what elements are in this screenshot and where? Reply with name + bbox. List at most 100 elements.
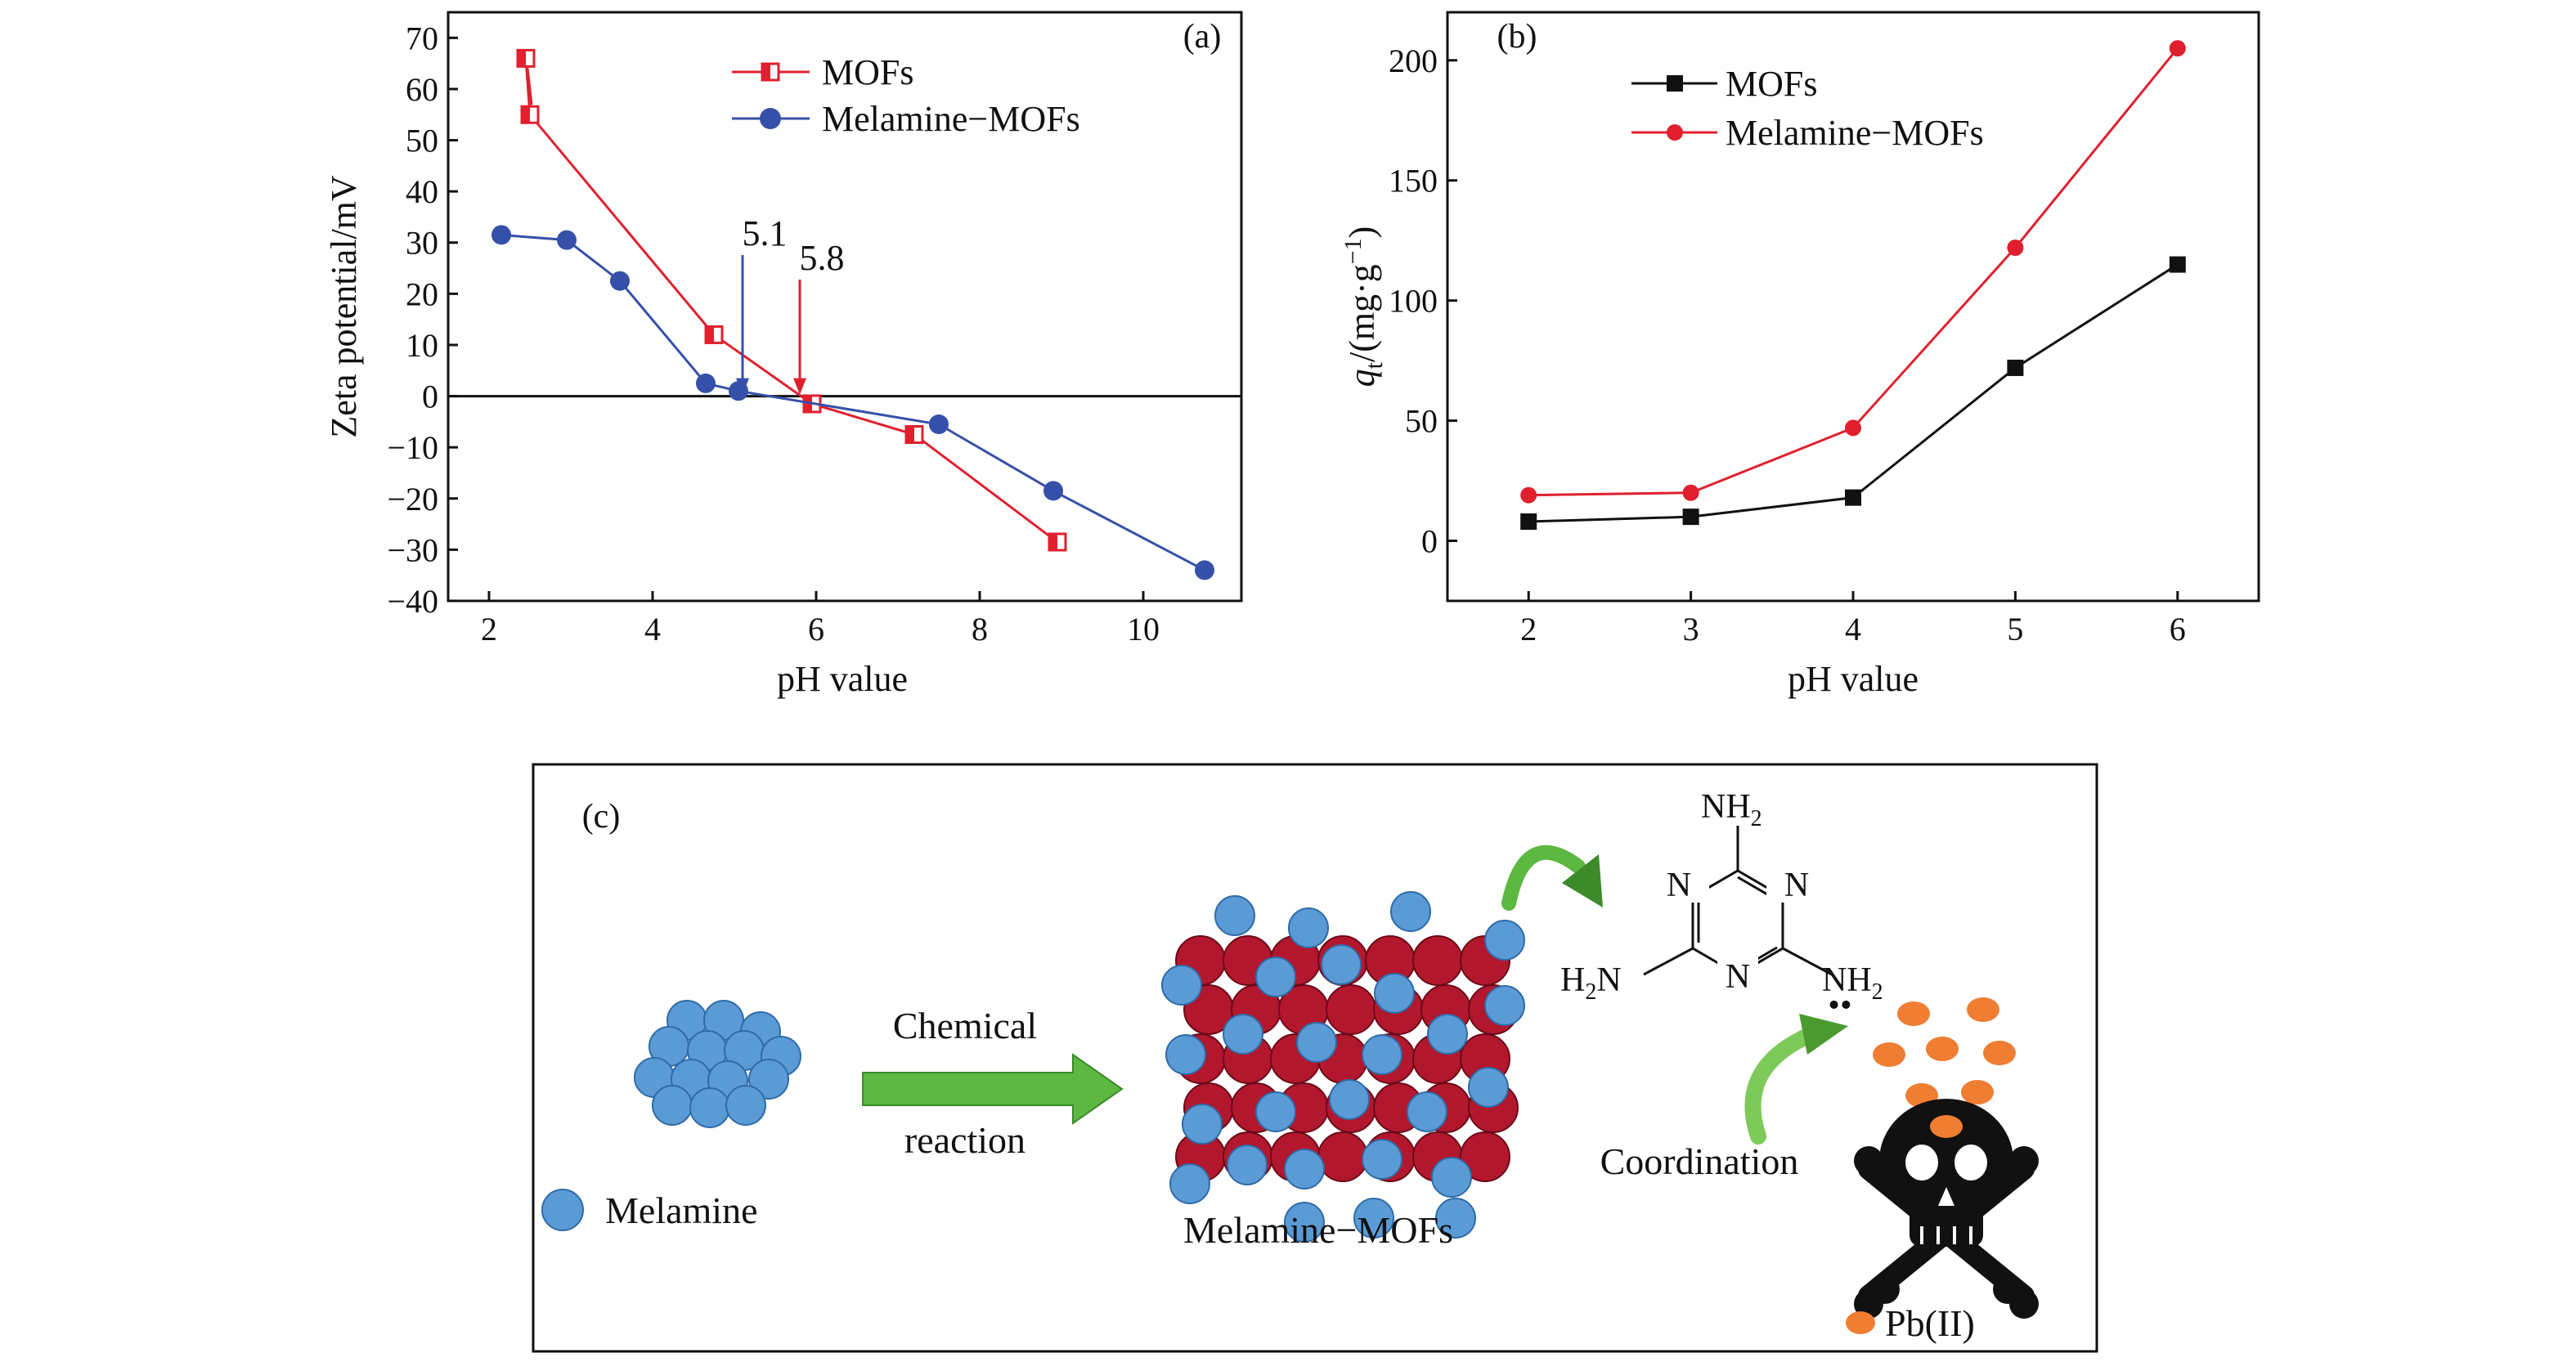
annotation-5-1: 5.1 (743, 213, 788, 253)
curved-arrow-top-head (1562, 854, 1603, 907)
pb-ion-2 (1873, 1042, 1905, 1067)
b-series-1-point-0 (1520, 486, 1537, 504)
bond-right-nh2 (1782, 947, 1833, 976)
b-series-1-point-1 (1682, 484, 1699, 501)
annotation-5-8: 5.8 (800, 238, 845, 278)
panel-b-legend-melamine-mofs: Melamine−MOFs (1726, 113, 1984, 153)
legend-melamine-mofs-marker (760, 108, 781, 129)
panel-b-y-ticks: 200 150 100 50 0 (1389, 43, 1457, 560)
coordination-arrow (1744, 1022, 1830, 1145)
mof-blue-sphere-14 (1182, 1104, 1223, 1145)
h2n-n: N (1596, 961, 1621, 999)
nh2-right-nh: NH (1822, 961, 1872, 999)
y-title-close: ) (1342, 226, 1382, 239)
melamine-legend-dot (541, 1189, 584, 1231)
atom-n-right: N (1784, 867, 1809, 904)
reaction-arrow (862, 1053, 1124, 1125)
a-ytick-label-9: −20 (387, 481, 438, 517)
mof-blue-sphere-17 (1407, 1091, 1447, 1132)
h2n-sub: 2 (1585, 979, 1596, 1005)
legend-mofs-marker (761, 62, 780, 82)
a-series-1-point-5 (929, 414, 949, 434)
a-ytick-label-5: 20 (406, 276, 438, 312)
mof-blue-sphere-6 (1374, 973, 1415, 1014)
pb-ion-4 (1983, 1041, 2016, 1065)
b-ytick-label-3: 50 (1405, 403, 1438, 440)
pb-ion-1 (1967, 997, 1999, 1022)
a-xtick-label-0: 2 (481, 611, 497, 647)
melamine-mofs-cluster (1161, 891, 1525, 1243)
mof-red-sphere-34 (1460, 1131, 1510, 1182)
skull-head (1879, 1099, 2013, 1223)
mof-blue-sphere-5 (1321, 944, 1362, 985)
panel-b-x-ticks: 2 3 4 5 6 (1520, 591, 2186, 647)
a-series-0-point-3-fill (804, 395, 812, 412)
panel-b-x-axis-title: pH value (1788, 659, 1919, 699)
melamine-molecule: N N N NH2 H2N NH2 •• (1560, 788, 1883, 1024)
a-top-leader (526, 68, 533, 105)
a-series-1-point-6 (1043, 481, 1063, 501)
mof-red-sphere-5 (1412, 935, 1463, 986)
a-series-0-point-0-fill (518, 50, 526, 67)
panel-a-chart: 70 60 50 40 30 20 10 0 −10 −20 −30 −40 2 4 6 8 10 pH va… (324, 11, 1243, 699)
mof-blue-sphere-4 (1255, 957, 1296, 997)
melamine-cluster (634, 1000, 801, 1128)
y-title-sub: t (1361, 361, 1388, 369)
n-bg-right (1766, 867, 1807, 903)
curved-arrow-top (1501, 845, 1586, 911)
panel-a-legend-melamine-mofs: Melamine−MOFs (822, 99, 1080, 139)
a-ytick-label-8: −10 (387, 429, 438, 466)
nh2-right: NH2 (1822, 961, 1883, 1005)
melamine-sphere-12 (689, 1087, 730, 1128)
mof-blue-sphere-12 (1427, 1014, 1468, 1055)
mof-blue-sphere-3 (1161, 965, 1202, 1006)
b-series-1-point-3 (2007, 240, 2024, 256)
mof-blue-sphere-10 (1296, 1022, 1337, 1063)
mof-blue-sphere-23 (1431, 1157, 1472, 1198)
pb-ions (1873, 997, 2016, 1108)
mof-blue-sphere-20 (1227, 1145, 1268, 1185)
pb-ion-3 (1926, 1037, 1959, 1061)
b-series-0-point-1 (1682, 509, 1699, 526)
y-title-sup: −1 (1340, 238, 1367, 264)
b-series-0-line (1528, 263, 2179, 523)
mof-blue-sphere-25 (1353, 1198, 1394, 1239)
legend-b-melamine-mofs-marker (1667, 124, 1683, 141)
b-xtick-label-4: 6 (2170, 611, 2186, 647)
a-series-1-point-0 (491, 225, 511, 245)
nh2-top: NH2 (1701, 788, 1762, 831)
bone-end-3b (1870, 1275, 1900, 1304)
a-series-1-point-7 (1195, 560, 1214, 580)
b-series-0-point-3 (2007, 359, 2024, 376)
a-xtick-label-4: 10 (1127, 611, 1160, 647)
melamine-sphere-7 (748, 1059, 789, 1100)
a-ytick-label-0: 70 (406, 20, 438, 56)
mof-blue-sphere-21 (1284, 1149, 1325, 1190)
legend-b-mofs-marker (1667, 75, 1683, 92)
a-xtick-label-1: 4 (644, 611, 661, 647)
pb-legend-dot (1846, 1311, 1875, 1334)
b-ytick-label-1: 150 (1389, 163, 1438, 199)
mof-blue-sphere-19 (1169, 1163, 1210, 1204)
panel-a-label: (a) (1183, 18, 1222, 56)
b-xtick-label-3: 5 (2007, 611, 2023, 647)
pb-ion-on-skull (1930, 1115, 1963, 1138)
n-bg-left (1668, 867, 1709, 903)
panel-a-legend-mofs: MOFs (822, 52, 914, 92)
mof-blue-sphere-18 (1468, 1067, 1509, 1108)
arrow-label-reaction: reaction (904, 1119, 1025, 1161)
b-series-0-point-2 (1845, 489, 1861, 506)
a-xtick-label-2: 6 (808, 611, 824, 647)
mof-blue-sphere-1 (1288, 907, 1329, 948)
lone-pair: •• (1828, 987, 1851, 1024)
a-series-0-point-5-fill (1049, 534, 1057, 550)
skull-eye-left (1905, 1145, 1938, 1181)
panel-a-annotations: 5.1 5.8 (736, 213, 845, 395)
a-series-0-point-4-fill (906, 426, 914, 443)
a-ytick-label-7: 0 (422, 379, 438, 415)
melamine-mofs-label: Melamine−MOFs (1183, 1209, 1453, 1251)
panel-c-label: (c) (582, 798, 621, 836)
